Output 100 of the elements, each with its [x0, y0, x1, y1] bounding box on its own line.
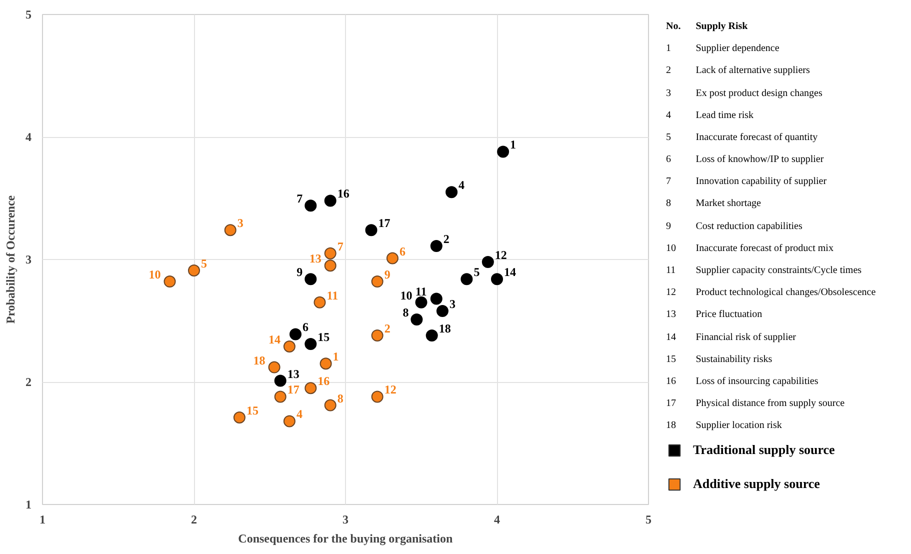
- x-tick-label: 3: [342, 512, 348, 526]
- point: [430, 240, 442, 252]
- point: [224, 224, 236, 236]
- point: [371, 390, 384, 403]
- text: 10: [666, 242, 677, 256]
- point: [436, 304, 448, 317]
- text: Physical distance from supply source: [694, 397, 846, 412]
- annotation: 6: [399, 244, 406, 258]
- point: [324, 247, 336, 260]
- annotation: 17: [287, 382, 300, 397]
- point: [426, 329, 438, 342]
- point: [304, 200, 317, 212]
- y-tick-label: 5: [26, 8, 32, 22]
- text: Lead time risk: [694, 108, 754, 123]
- point: [430, 292, 442, 305]
- annotation: 14: [504, 265, 516, 280]
- x-tick-label: 2: [191, 512, 197, 526]
- text: Innovation capability of supplier: [694, 175, 828, 190]
- point: [314, 296, 326, 308]
- annotation: 15: [246, 404, 258, 418]
- text: 8: [666, 197, 672, 212]
- annotation: 11: [415, 284, 427, 299]
- text: 4: [666, 108, 672, 123]
- text: 2: [666, 64, 672, 78]
- text: No.: [666, 20, 682, 34]
- point: [274, 390, 286, 403]
- text: 11: [666, 264, 677, 278]
- annotation: 4: [458, 178, 465, 192]
- point: [415, 296, 428, 308]
- point: [386, 252, 398, 264]
- point: [188, 264, 200, 277]
- point: [164, 276, 176, 288]
- text: 15: [666, 352, 677, 367]
- y-tick-label: 1: [26, 498, 32, 512]
- point: [290, 328, 302, 340]
- annotation: 10: [400, 288, 412, 302]
- text: Sustainability risks: [694, 352, 774, 367]
- point: [446, 186, 458, 198]
- text: 5: [666, 130, 672, 145]
- annotation: 15: [318, 330, 330, 344]
- text: 14: [666, 330, 677, 345]
- point: [497, 146, 510, 158]
- point: [283, 340, 296, 352]
- point: [365, 224, 378, 236]
- annotation: 16: [318, 374, 330, 388]
- point: [320, 358, 332, 370]
- point: [371, 276, 384, 288]
- point: [371, 329, 384, 342]
- annotation: 9: [296, 265, 303, 280]
- text: 12: [666, 286, 677, 300]
- annotation: 9: [384, 268, 390, 282]
- legend-label: Additive supply source: [693, 476, 820, 492]
- annotation: 1: [510, 138, 516, 152]
- text: Price fluctuation: [694, 308, 764, 322]
- annotation: 11: [326, 288, 338, 302]
- text: Inaccurate forecast of product mix: [694, 242, 834, 256]
- annotation: 14: [268, 332, 280, 346]
- annotation: 5: [474, 265, 480, 280]
- point: [268, 361, 280, 374]
- annotation: 4: [296, 407, 302, 422]
- text: 9: [666, 220, 672, 234]
- y-tick-label: 3: [26, 252, 32, 266]
- text: Inaccurate forecast of quantity: [694, 130, 819, 145]
- point: [324, 399, 336, 412]
- point: [324, 260, 336, 272]
- y-tick-label: 2: [26, 375, 32, 389]
- point: [283, 415, 296, 428]
- point: [410, 314, 423, 326]
- x-tick-label: 5: [646, 512, 652, 526]
- annotation: 6: [302, 320, 309, 334]
- annotation: 16: [337, 186, 350, 201]
- text: 16: [666, 374, 677, 389]
- text: 1: [666, 42, 672, 56]
- point: [324, 194, 336, 207]
- text: 3: [666, 86, 672, 101]
- text: 7: [666, 175, 672, 190]
- text: 13: [666, 308, 677, 322]
- point: [482, 256, 494, 268]
- annotation: 3: [237, 216, 244, 230]
- annotation: 3: [449, 296, 456, 311]
- text: Supply Risk: [694, 20, 749, 34]
- x-axis-title: Consequences for the buying organisation: [238, 532, 453, 546]
- annotation: 7: [296, 192, 303, 206]
- legend-label: Traditional supply source: [693, 442, 835, 458]
- y-tick-label: 4: [26, 130, 32, 144]
- annotation: 5: [201, 256, 207, 271]
- annotation: 10: [148, 268, 161, 282]
- annotation: 12: [384, 382, 396, 397]
- point: [491, 273, 503, 286]
- annotation: 18: [438, 321, 451, 336]
- text: Financial risk of supplier: [694, 330, 797, 345]
- text: Loss of knowhow/IP to supplier: [694, 153, 825, 168]
- annotation: 2: [384, 321, 390, 336]
- annotation: 13: [309, 252, 322, 266]
- annotation: 12: [494, 248, 507, 262]
- point: [304, 273, 317, 286]
- text: Ex post product design changes: [694, 86, 824, 101]
- annotation: 7: [337, 239, 344, 254]
- text: 6: [666, 153, 672, 168]
- text: 18: [666, 419, 677, 434]
